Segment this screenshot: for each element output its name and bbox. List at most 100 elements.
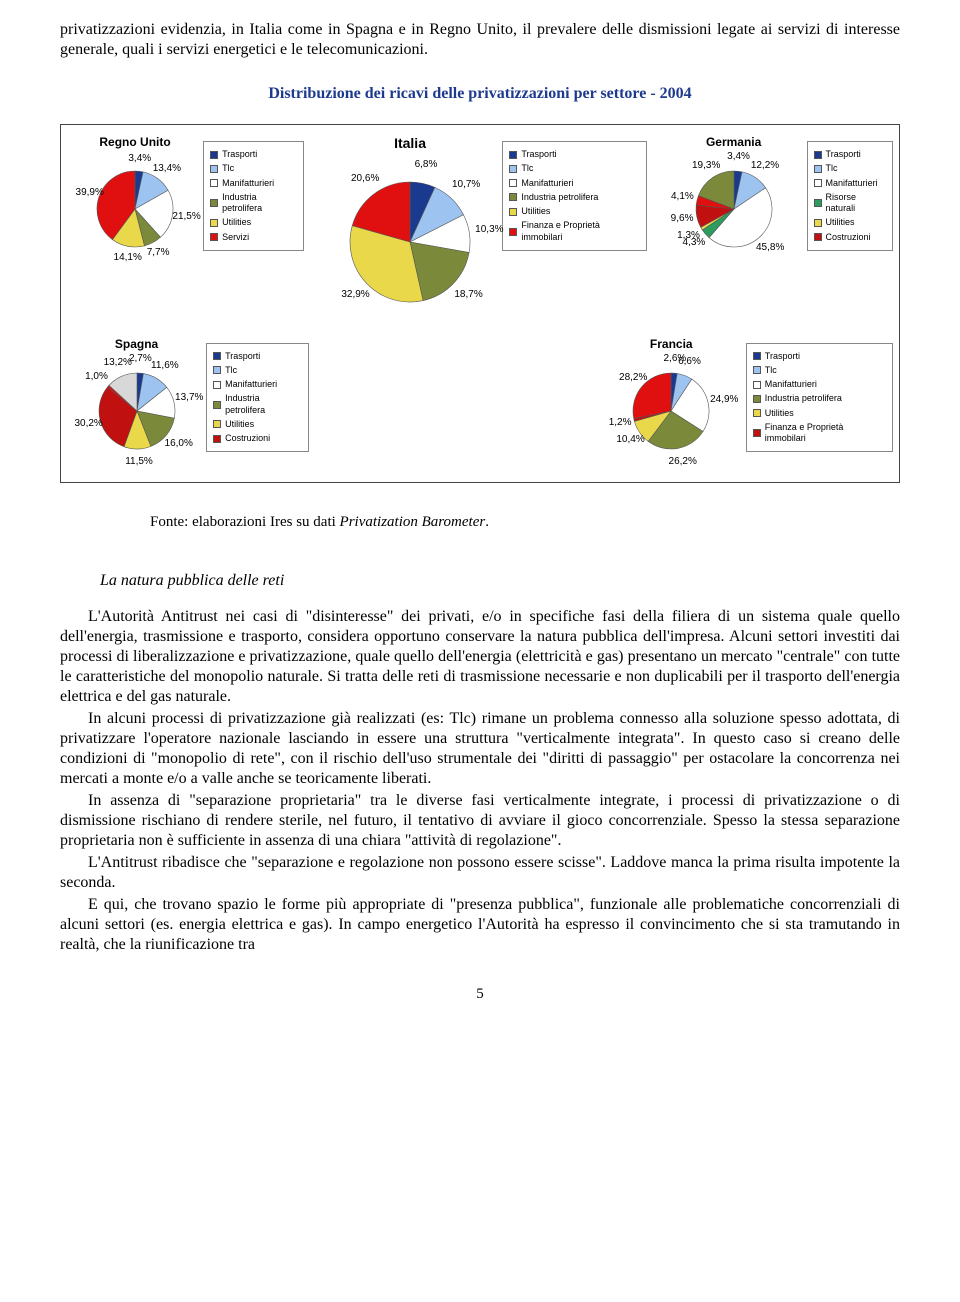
pct-label: 19,3% — [692, 160, 720, 173]
legend-label: Utilities — [826, 217, 855, 228]
pct-label: 20,6% — [351, 173, 379, 186]
legend-label: Tlc — [521, 163, 533, 174]
pct-label: 13,2% — [104, 357, 132, 370]
pct-label: 12,2% — [751, 160, 779, 173]
legend-item: Manifatturieri — [753, 379, 886, 390]
pct-label: 3,4% — [128, 153, 151, 166]
legend-item: Finanza e Proprietà immobilari — [509, 220, 639, 243]
pct-label: 13,7% — [175, 392, 203, 405]
legend-swatch — [509, 208, 517, 216]
pct-label: 11,6% — [151, 360, 179, 373]
legend-label: Finanza e Proprietà immobilari — [765, 422, 886, 445]
legend-swatch — [210, 233, 218, 241]
legend-item: Trasporti — [753, 351, 886, 362]
legend-swatch — [210, 199, 218, 207]
source-line: Fonte: elaborazioni Ires su dati Privati… — [150, 513, 900, 532]
legend-label: Manifatturieri — [521, 178, 573, 189]
section-heading: La natura pubblica delle reti — [100, 571, 900, 591]
source-prefix: Fonte: elaborazioni Ires su dati — [150, 514, 340, 530]
legend-swatch — [509, 228, 517, 236]
source-suffix: . — [485, 514, 489, 530]
legend-spagna: TrasportiTlcManifatturieriIndustria petr… — [206, 343, 308, 453]
legend-regno-unito: TrasportiTlcManifatturieriIndustria petr… — [203, 141, 304, 251]
chart-francia: Francia 2,6%6,6%24,9%26,2%10,4%1,2%28,2% — [597, 337, 746, 466]
chart-italia: Italia 6,8%10,7%10,3%18,7%32,9%20,6% — [318, 135, 503, 327]
body-para-1: L'Autorità Antitrust nei casi di "disint… — [60, 607, 900, 707]
legend-item: Utilities — [210, 217, 297, 228]
legend-item: Utilities — [509, 206, 639, 217]
legend-label: Utilities — [225, 419, 254, 430]
legend-swatch — [509, 179, 517, 187]
pct-label: 1,2% — [609, 417, 632, 430]
body-para-2: In alcuni processi di privatizzazione gi… — [60, 709, 900, 789]
legend-swatch — [210, 151, 218, 159]
pct-label: 18,7% — [454, 289, 482, 302]
legend-label: Tlc — [222, 163, 234, 174]
legend-item: Risorse naturali — [814, 192, 886, 215]
legend-label: Utilities — [521, 206, 550, 217]
pct-label: 10,3% — [475, 224, 503, 237]
pct-label: 10,7% — [452, 179, 480, 192]
legend-swatch — [753, 366, 761, 374]
legend-swatch — [814, 219, 822, 227]
legend-swatch — [814, 151, 822, 159]
legend-item: Tlc — [213, 365, 301, 376]
pct-label: 1,3% — [677, 230, 700, 243]
legend-label: Utilities — [765, 408, 794, 419]
legend-swatch — [213, 366, 221, 374]
legend-swatch — [213, 420, 221, 428]
pct-label: 24,9% — [710, 394, 738, 407]
pct-label: 7,7% — [147, 247, 170, 260]
legend-label: Trasporti — [225, 351, 260, 362]
legend-item: Tlc — [210, 163, 297, 174]
legend-item: Finanza e Proprietà immobilari — [753, 422, 886, 445]
legend-swatch — [213, 401, 221, 409]
legend-label: Manifatturieri — [826, 178, 878, 189]
legend-swatch — [509, 151, 517, 159]
legend-item: Manifatturieri — [509, 178, 639, 189]
legend-item: Trasporti — [509, 149, 639, 160]
legend-swatch — [814, 179, 822, 187]
legend-item: Utilities — [753, 408, 886, 419]
legend-label: Trasporti — [521, 149, 556, 160]
title-spagna: Spagna — [67, 337, 206, 352]
title-francia: Francia — [597, 337, 746, 352]
pct-label: 32,9% — [341, 289, 369, 302]
legend-swatch — [210, 165, 218, 173]
legend-swatch — [814, 199, 822, 207]
legend-label: Tlc — [765, 365, 777, 376]
title-italia: Italia — [318, 135, 503, 153]
legend-item: Industria petrolifera — [210, 192, 297, 215]
legend-swatch — [213, 352, 221, 360]
legend-label: Industria petrolifera — [765, 393, 842, 404]
legend-swatch — [213, 381, 221, 389]
legend-swatch — [753, 395, 761, 403]
title-regno-unito: Regno Unito — [67, 135, 203, 150]
pct-label: 2,7% — [129, 353, 152, 366]
page-number: 5 — [60, 985, 900, 1004]
pct-label: 6,6% — [678, 356, 701, 369]
pct-label: 45,8% — [756, 242, 784, 255]
legend-label: Risorse naturali — [826, 192, 886, 215]
legend-item: Industria petrolifera — [509, 192, 639, 203]
legend-item: Utilities — [814, 217, 886, 228]
legend-label: Utilities — [222, 217, 251, 228]
legend-swatch — [753, 429, 761, 437]
pct-label: 21,5% — [172, 211, 200, 224]
source-italic: Privatization Barometer — [340, 514, 486, 530]
pct-label: 10,4% — [616, 434, 644, 447]
charts-row-2: Spagna 2,7%11,6%13,7%16,0%11,5%30,2%1,0%… — [67, 337, 893, 466]
intro-paragraph: privatizzazioni evidenzia, in Italia com… — [60, 20, 900, 60]
legend-label: Industria petrolifera — [222, 192, 297, 215]
legend-swatch — [213, 435, 221, 443]
pct-label: 4,1% — [671, 191, 694, 204]
legend-label: Finanza e Proprietà immobilari — [521, 220, 639, 243]
pct-label: 28,2% — [619, 372, 647, 385]
pct-label: 39,9% — [76, 187, 104, 200]
legend-label: Trasporti — [826, 149, 861, 160]
legend-item: Servizi — [210, 232, 297, 243]
legend-item: Utilities — [213, 419, 301, 430]
legend-item: Costruzioni — [814, 232, 886, 243]
legend-swatch — [210, 219, 218, 227]
chart-main-title: Distribuzione dei ricavi delle privatizz… — [60, 84, 900, 104]
